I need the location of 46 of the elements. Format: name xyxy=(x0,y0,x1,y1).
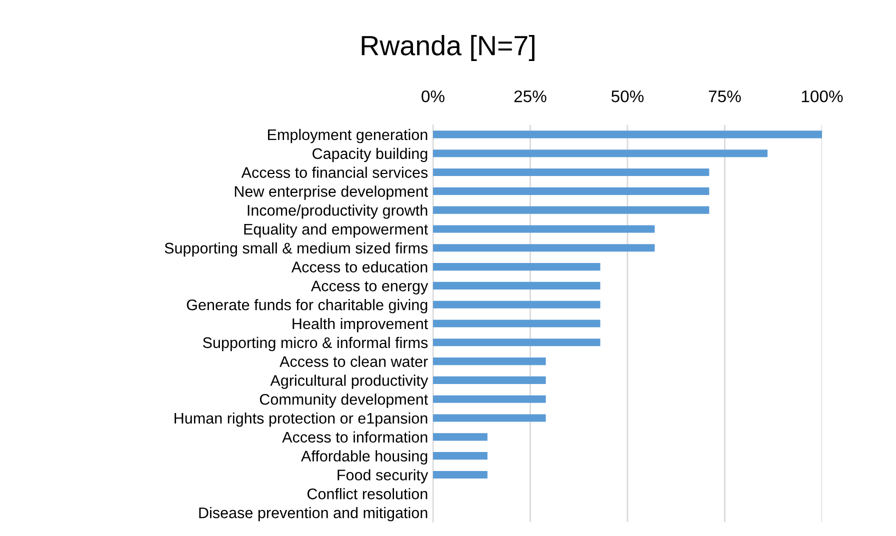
x-tick-label: 25% xyxy=(514,90,546,102)
y-tick-label: Disease prevention and mitigation xyxy=(199,507,428,522)
bar xyxy=(433,452,488,460)
bar xyxy=(433,358,546,366)
bar xyxy=(433,168,710,176)
y-tick-label: New enterprise development xyxy=(234,186,428,200)
bar xyxy=(433,187,710,195)
y-tick-label: Employment generation xyxy=(268,128,428,144)
bar xyxy=(433,395,546,403)
bar xyxy=(433,244,655,252)
bar xyxy=(433,376,546,384)
y-tick-label: Access to energy xyxy=(310,280,428,294)
y-tick-label: Supporting small & medium sized firms xyxy=(164,242,428,257)
y-tick-label: Capacity building xyxy=(312,148,428,162)
y-tick-label: Agricultural productivity xyxy=(270,374,428,389)
y-tick-label: Access to financial services xyxy=(241,166,428,178)
bar xyxy=(433,150,768,158)
bar xyxy=(433,206,710,214)
bar xyxy=(433,470,488,479)
bar xyxy=(433,130,822,138)
y-tick-label: Community development xyxy=(260,394,428,408)
y-tick-label: Access to information xyxy=(282,431,428,443)
y-tick-label: Affordable housing xyxy=(301,450,428,465)
y-tick-label: Food security xyxy=(338,469,428,484)
x-tick-label: 0% xyxy=(422,90,444,102)
bar xyxy=(433,338,600,346)
y-tick-label: Income/productivity growth xyxy=(248,204,428,219)
y-tick-label: Supporting micro & informal firms xyxy=(203,336,428,352)
y-tick-label: Generate funds for charitable giving xyxy=(186,299,428,314)
x-tick-label: 100% xyxy=(802,90,843,102)
y-tick-label: Equality and empowerment xyxy=(244,223,428,238)
x-tick-label: 50% xyxy=(611,90,644,102)
bar xyxy=(433,320,600,328)
chart-title: Rwanda [N=7] xyxy=(362,35,534,61)
bar xyxy=(433,225,655,233)
bar xyxy=(433,300,600,308)
y-tick-label: Health improvement xyxy=(292,318,428,332)
bar xyxy=(433,263,600,271)
y-tick-label: Human rights protection or e1pansion xyxy=(174,412,428,427)
y-tick-label: Conflict resolution xyxy=(307,488,428,500)
x-tick-label: 75% xyxy=(708,90,741,102)
y-tick-label: Access to clean water xyxy=(280,356,428,367)
bar xyxy=(433,282,600,290)
bar xyxy=(433,414,546,422)
y-tick-label: Access to education xyxy=(291,261,428,272)
bar xyxy=(433,433,488,441)
